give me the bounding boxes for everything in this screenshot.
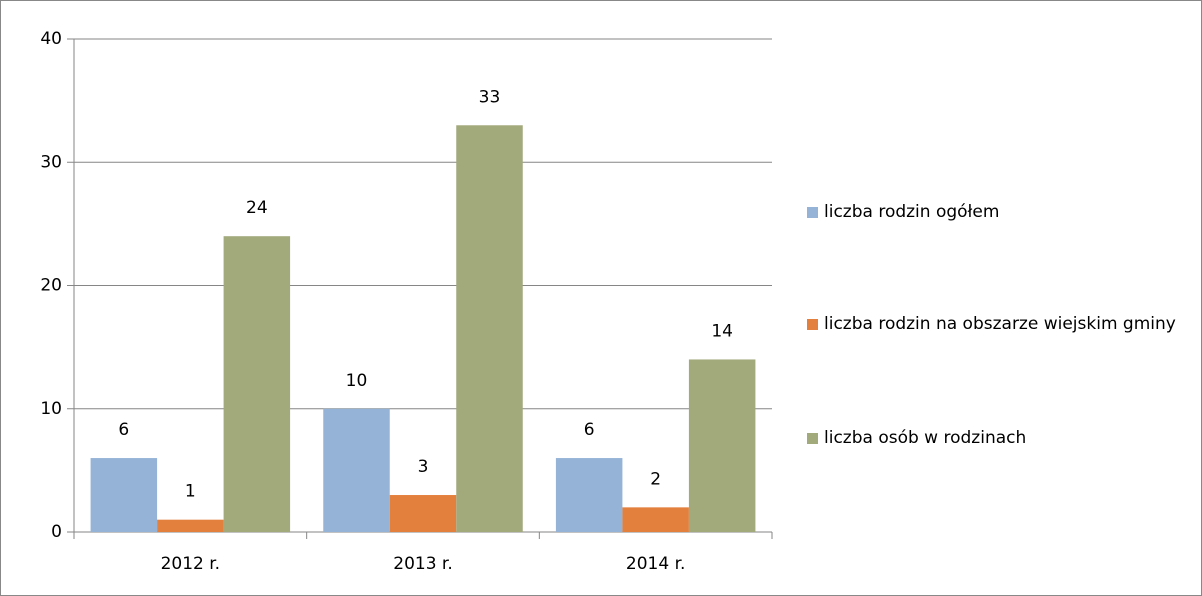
y-tick-label: 0 <box>51 522 62 542</box>
data-label: 6 <box>118 420 129 440</box>
legend-item: liczba rodzin ogółem <box>807 199 999 225</box>
y-tick-label: 40 <box>40 29 62 49</box>
legend-item: liczba rodzin na obszarze wiejskim gminy <box>807 311 1176 337</box>
y-tick-label: 20 <box>40 276 62 296</box>
data-label: 1 <box>185 482 196 502</box>
legend-label: liczba rodzin ogółem <box>824 202 1000 222</box>
x-tick-label: 2012 r. <box>161 554 221 574</box>
legend-swatch <box>807 207 818 218</box>
data-label: 3 <box>418 457 429 477</box>
bar <box>157 519 224 532</box>
data-label: 6 <box>584 420 595 440</box>
bar <box>555 458 623 532</box>
x-tick-label: 2013 r. <box>393 554 453 574</box>
bar <box>223 236 291 532</box>
bar <box>688 359 756 532</box>
data-label: 33 <box>479 87 501 107</box>
y-tick-label: 10 <box>40 399 62 419</box>
data-label: 14 <box>711 321 733 341</box>
x-tick-label: 2014 r. <box>626 554 686 574</box>
legend-swatch <box>807 319 818 330</box>
legend-item: liczba osób w rodzinach <box>807 425 1026 451</box>
legend-label: liczba rodzin na obszarze wiejskim gminy <box>824 314 1176 334</box>
bar <box>323 408 390 532</box>
bar <box>90 458 158 532</box>
bar <box>456 125 523 533</box>
legend-label: liczba osób w rodzinach <box>824 428 1027 448</box>
data-label: 10 <box>346 371 368 391</box>
y-tick-label: 30 <box>40 152 62 172</box>
legend-swatch <box>807 433 818 444</box>
bar <box>622 507 689 532</box>
data-label: 24 <box>246 198 268 218</box>
bar <box>389 495 457 532</box>
data-label: 2 <box>650 469 661 489</box>
